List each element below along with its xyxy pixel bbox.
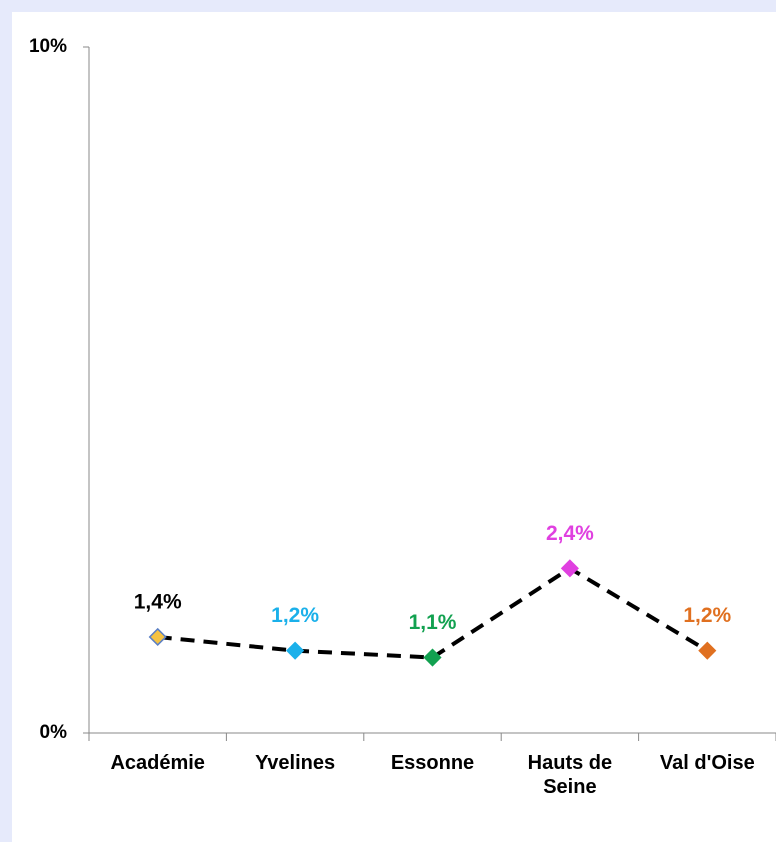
marker — [560, 559, 579, 578]
x-tick-label: Hauts de Seine — [527, 752, 613, 798]
x-tick-label: Val d'Oise — [659, 752, 755, 774]
line — [157, 566, 709, 660]
y-tick-label: 10% — [29, 36, 67, 57]
marker — [286, 641, 305, 660]
plot-area — [12, 12, 776, 842]
data-label: 2,4% — [546, 522, 594, 545]
data-label: 1,1% — [409, 611, 457, 634]
marker — [148, 627, 167, 647]
x-tick-label: Académie — [110, 752, 205, 774]
marker — [698, 641, 717, 660]
data-label: 1,2% — [683, 604, 731, 627]
data-label: 1,2% — [271, 604, 319, 627]
x-tick-label: Yvelines — [255, 752, 336, 774]
x-tick-label: Essonne — [390, 752, 475, 774]
marker — [423, 648, 442, 667]
y-tick-label: 0% — [40, 722, 68, 743]
data-label: 1,4% — [134, 591, 182, 614]
